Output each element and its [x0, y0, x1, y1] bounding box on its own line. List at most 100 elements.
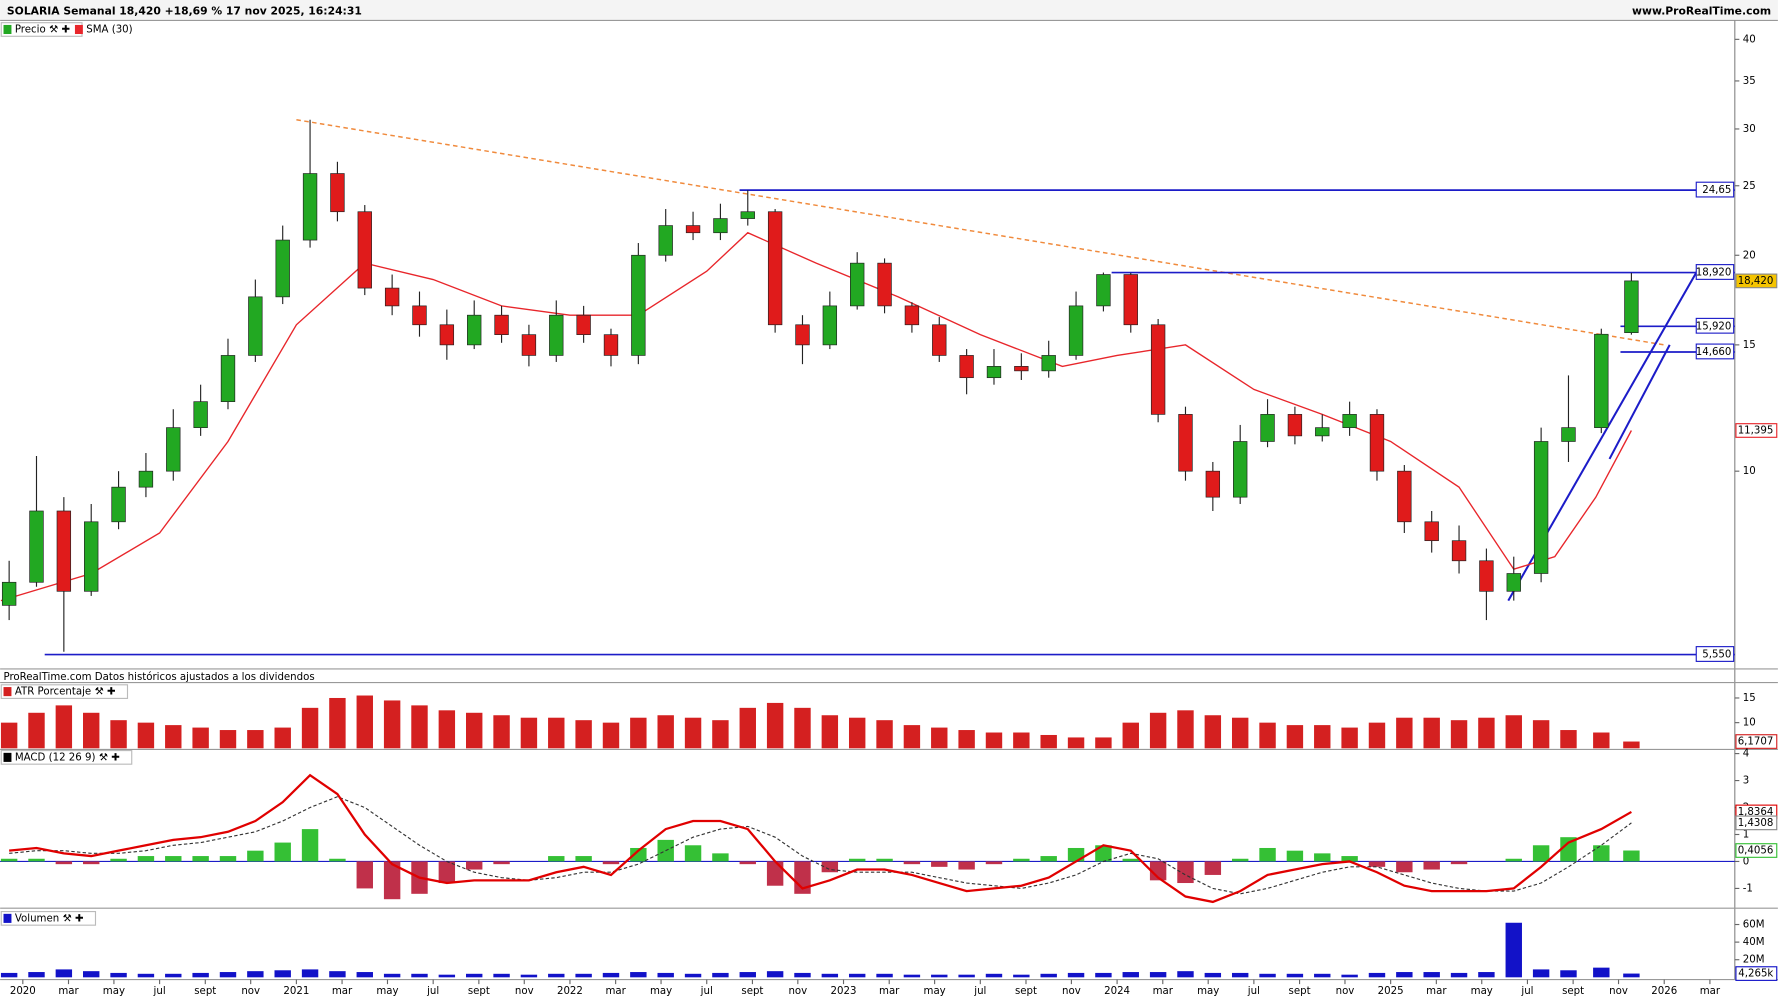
plot — [0, 773, 1735, 904]
candle-body — [166, 427, 181, 472]
bar — [55, 705, 73, 749]
bar — [1368, 722, 1386, 749]
x-tick-label: jul — [153, 986, 166, 997]
y-tick-label: 15 — [1743, 340, 1756, 351]
histogram-bar — [301, 829, 319, 862]
bar — [1478, 972, 1495, 978]
histogram-bar — [55, 861, 73, 865]
y-tick-label: 10 — [1743, 718, 1756, 729]
x-tick-label: sept — [468, 986, 490, 997]
bar — [876, 973, 893, 978]
histogram-bar — [1067, 847, 1085, 862]
candle-body — [685, 225, 701, 234]
bar — [137, 722, 155, 749]
bar — [684, 973, 702, 978]
candle-body — [767, 211, 783, 326]
histogram-bar — [958, 861, 975, 870]
histogram-bar — [876, 858, 893, 862]
histogram-bar — [493, 861, 510, 865]
bar — [931, 974, 948, 978]
axis-label: 6,1707 — [1738, 737, 1774, 748]
x-tick-label: may — [1197, 986, 1219, 997]
x-tick-label: mar — [58, 986, 79, 997]
histogram-bar — [684, 845, 702, 862]
histogram-bar — [28, 858, 45, 862]
bar — [1259, 722, 1276, 749]
bar — [165, 973, 182, 978]
bar — [1314, 973, 1331, 978]
bar — [247, 971, 264, 978]
x-tick-label: sept — [741, 986, 763, 997]
bar — [301, 969, 319, 978]
bar — [1259, 973, 1276, 978]
bar — [83, 712, 100, 749]
plot — [0, 922, 1640, 978]
candle-body — [1479, 560, 1494, 592]
bar — [548, 973, 565, 978]
bar — [83, 971, 100, 978]
legend-label: ATR Porcentaje — [15, 687, 91, 698]
candle-body — [439, 324, 455, 346]
bar — [520, 974, 538, 978]
x-tick-label: may — [1471, 986, 1493, 997]
bar — [1231, 717, 1249, 749]
bar — [1593, 967, 1610, 978]
bar — [1067, 972, 1085, 978]
histogram-bar — [1231, 858, 1249, 862]
bar — [575, 720, 592, 749]
histogram-bar — [548, 856, 565, 862]
bar — [1231, 972, 1249, 978]
candle-body — [1369, 414, 1385, 472]
y-tick-label: -1 — [1743, 883, 1753, 894]
y-tick-label: 25 — [1743, 181, 1756, 192]
x-tick-label: sept — [1562, 986, 1584, 997]
candle-body — [1397, 470, 1412, 523]
trend-line — [1608, 344, 1671, 460]
bar — [219, 972, 237, 978]
candle-body — [357, 211, 372, 289]
bar — [383, 700, 401, 749]
bar — [1532, 720, 1550, 749]
candle-body — [795, 324, 810, 346]
bar — [848, 717, 866, 749]
axis-label: 1,8364 — [1738, 807, 1774, 818]
x-tick-label: mar — [605, 986, 626, 997]
y-tick-label: 0 — [1743, 856, 1749, 867]
histogram-bar — [712, 853, 729, 862]
candle-body — [1624, 280, 1639, 333]
bar — [903, 974, 921, 978]
histogram-bar — [465, 861, 483, 870]
axis-label-box — [1735, 966, 1778, 981]
candle-body — [959, 355, 974, 379]
candle-body — [1150, 324, 1166, 415]
x-tick-label: may — [103, 986, 125, 997]
histogram-bar — [1368, 861, 1386, 867]
histogram-bar — [1177, 861, 1194, 884]
axis-label-box — [1735, 815, 1778, 831]
bar — [55, 969, 73, 978]
axis-label-box — [1735, 273, 1778, 289]
histogram-bar — [1423, 861, 1440, 870]
histogram-bar — [83, 861, 100, 865]
bar — [1593, 732, 1610, 749]
candle-body — [1315, 427, 1330, 437]
bar — [1623, 741, 1640, 749]
histogram-bar — [1314, 853, 1331, 862]
legend-frame — [0, 750, 133, 765]
bar — [1423, 972, 1440, 978]
x-tick-label: mar — [1700, 986, 1721, 997]
y-tick-label: 60M — [1743, 920, 1765, 931]
histogram-bar — [1095, 845, 1112, 862]
histogram-bar — [1623, 850, 1640, 862]
legend-frame — [0, 684, 129, 699]
candle-body — [1123, 274, 1138, 326]
histogram-bar — [1122, 858, 1139, 862]
legend-icons: ⚒ ✚ — [63, 913, 84, 924]
bar — [958, 974, 975, 978]
bar — [931, 727, 948, 749]
bar — [329, 971, 346, 978]
x-tick-label: sept — [1015, 986, 1037, 997]
bar — [0, 972, 18, 978]
histogram-bar — [575, 856, 592, 862]
x-tick-label: nov — [515, 986, 534, 997]
